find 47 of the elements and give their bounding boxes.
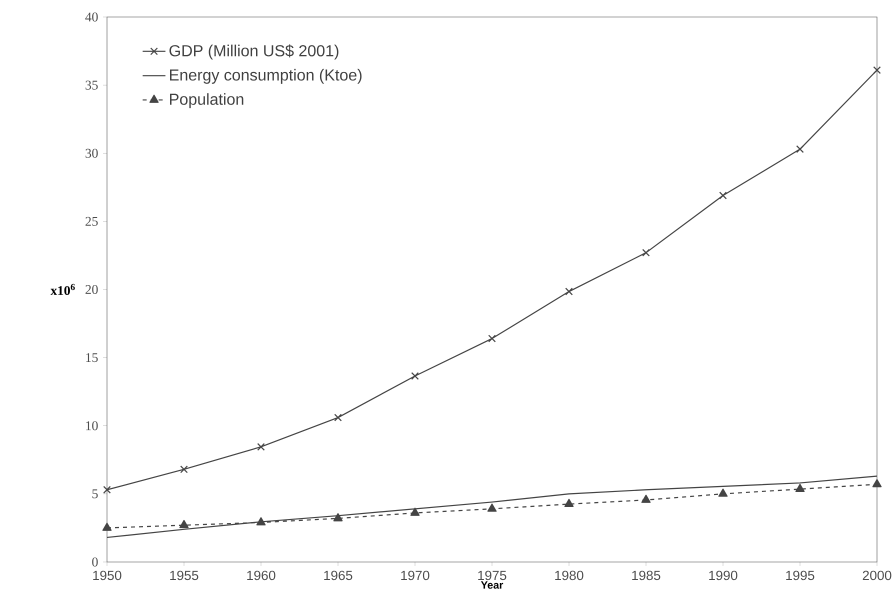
point (179, 520, 189, 528)
point (180, 465, 188, 474)
point (102, 522, 112, 531)
x-tick-label: 1965 (324, 570, 352, 580)
point (641, 494, 651, 503)
x-tick-label: 2000 (862, 570, 892, 580)
point (718, 488, 728, 497)
point (872, 479, 882, 488)
point (796, 145, 804, 154)
point (333, 513, 343, 522)
point (564, 498, 574, 508)
x-tick-label: 1970 (401, 570, 430, 580)
x-tick-label: 1990 (709, 570, 738, 580)
y-tick-label: 20 (86, 284, 98, 294)
y-tick-label: 25 (86, 216, 98, 226)
y-tick-label: 0 (92, 557, 98, 566)
point (719, 192, 727, 200)
x-tick-label: 1955 (170, 570, 198, 580)
x-tick-label: 1980 (555, 570, 584, 580)
point (642, 248, 650, 257)
y-axis-title: x10$^{6}$ (50, 284, 75, 296)
point (256, 517, 266, 526)
y-tick-label: 30 (86, 148, 98, 158)
legend-label: GDP (Million US$ 2001) (169, 44, 338, 60)
point (488, 334, 496, 342)
point (334, 414, 342, 422)
point (565, 288, 573, 296)
point (103, 486, 111, 494)
point (873, 66, 881, 74)
point (795, 484, 805, 492)
x-axis-title: Year (480, 581, 504, 589)
point (257, 442, 265, 451)
legend-label: Population (170, 93, 244, 108)
y-tick-label: 15 (86, 353, 98, 362)
point (411, 372, 419, 380)
point (410, 508, 420, 516)
y-tick-label: 10 (86, 421, 98, 430)
x-tick-label: 1975 (478, 570, 506, 580)
y-tick-label: 5 (92, 489, 98, 498)
x-tick-label: 1960 (247, 570, 276, 580)
x-tick-label: 1950 (93, 570, 122, 580)
y-tick-label: 35 (86, 80, 98, 90)
point (487, 504, 497, 512)
x-tick-label: 1985 (632, 570, 660, 580)
legend-label: Energy consumption (Ktoe) (170, 68, 362, 84)
y-tick-label: 40 (85, 12, 98, 22)
x-tick-label: 1995 (786, 570, 814, 580)
